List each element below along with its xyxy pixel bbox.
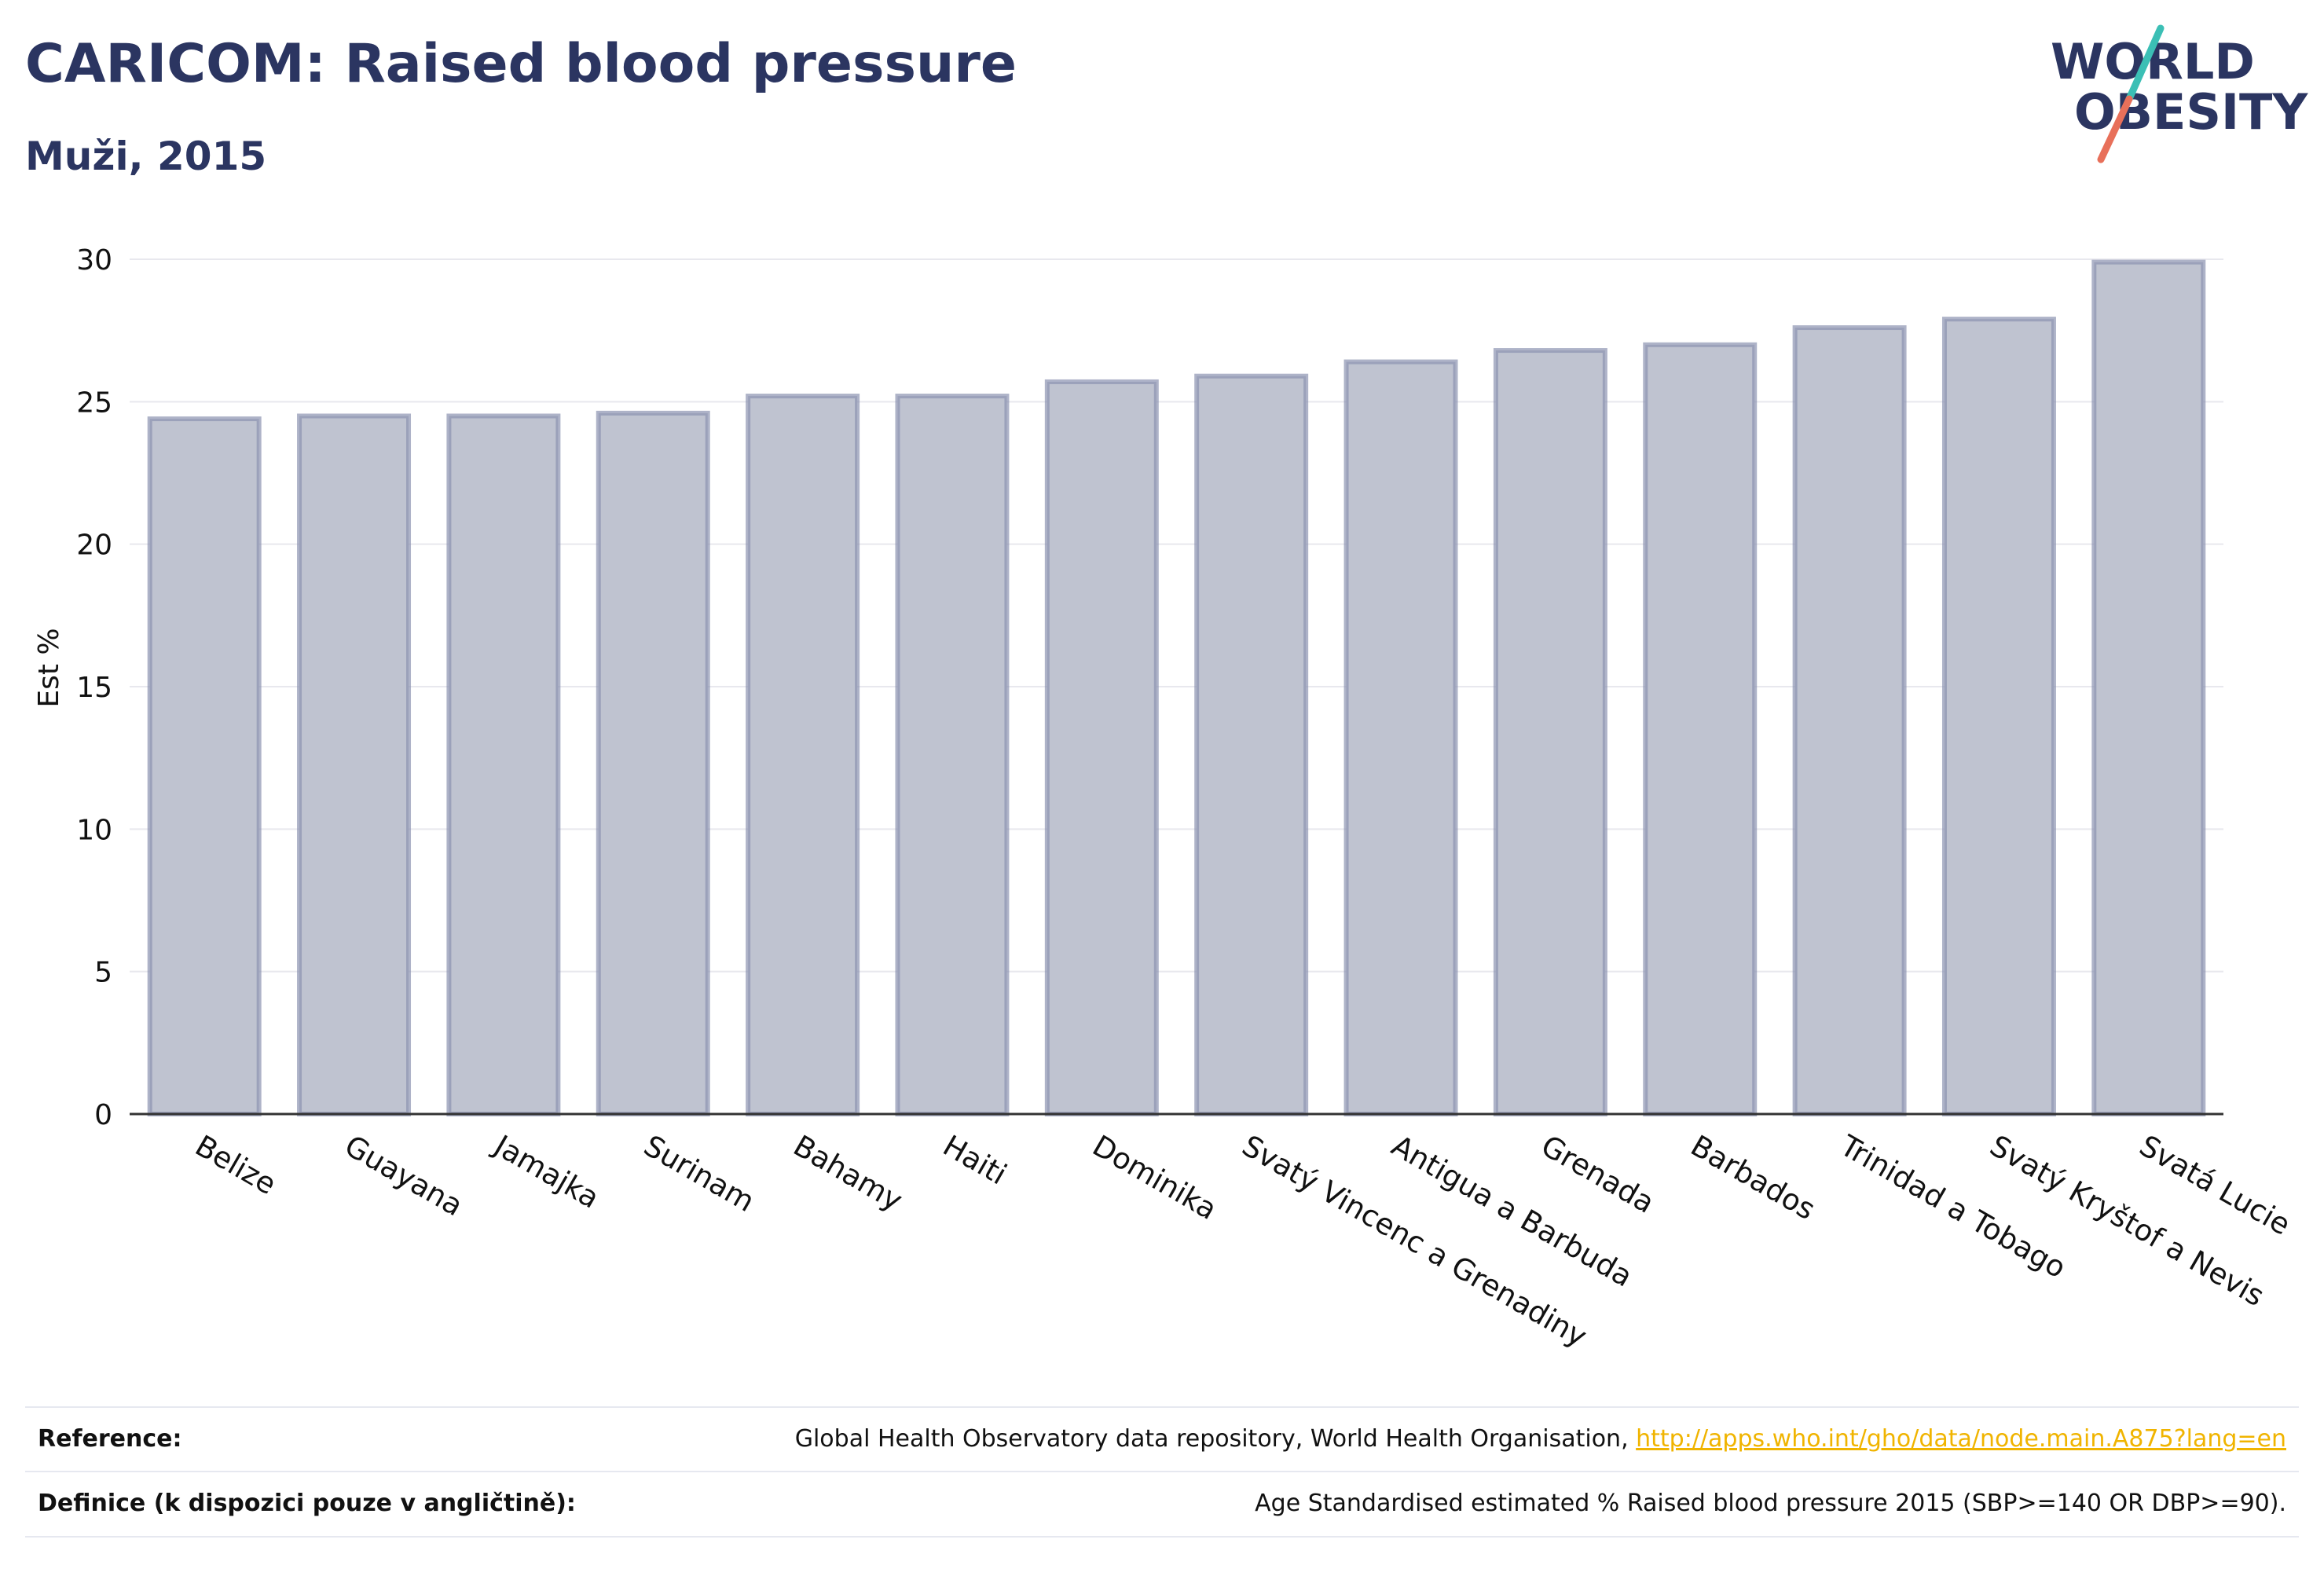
bar [1643, 342, 1758, 1116]
bar [1941, 317, 2056, 1117]
bar [1792, 325, 1907, 1117]
y-tick-label: 30 [76, 244, 112, 277]
bar [1343, 359, 1458, 1116]
x-tick-label: Belize [189, 1129, 282, 1202]
bar [1194, 373, 1309, 1116]
reference-row: Reference: Global Health Observatory dat… [25, 1408, 2299, 1471]
bar [895, 394, 1010, 1116]
x-tick-label: Dominika [1087, 1129, 1222, 1227]
y-tick-label: 0 [94, 1099, 112, 1131]
bar [2091, 259, 2206, 1116]
reference-value: Global Health Observatory data repositor… [795, 1425, 2286, 1453]
logo-slash-bottom [2097, 95, 2133, 163]
x-tick-label: Bahamy [788, 1129, 908, 1218]
footer: Reference: Global Health Observatory dat… [25, 1408, 2299, 1541]
y-tick-label: 15 [76, 672, 112, 704]
reference-label: Reference: [38, 1425, 182, 1453]
bar [446, 413, 561, 1116]
bar-layer [147, 259, 2206, 1117]
x-tick-label: Svatý Kryštof a Nevis [1984, 1129, 2270, 1314]
grid-layer [130, 258, 2223, 973]
bar [1493, 348, 1607, 1116]
bar [746, 394, 860, 1116]
x-tick-label: Antigua a Barbuda [1386, 1129, 1638, 1294]
reference-text: Global Health Observatory data repositor… [794, 1425, 1637, 1453]
logo-slash-top [2125, 24, 2165, 103]
x-tick-label: Barbados [1685, 1129, 1821, 1227]
reference-link[interactable]: http://apps.who.int/gho/data/node.main.A… [1636, 1425, 2286, 1453]
x-tick-label: Grenada [1535, 1129, 1659, 1220]
x-tick-label: Haiti [937, 1129, 1013, 1192]
chart-subtitle: Muži, 2015 [25, 134, 267, 179]
bar [297, 413, 412, 1116]
definition-label: Definice (k dispozici pouze v angličtině… [38, 1490, 576, 1517]
footer-divider-bottom [25, 1536, 2299, 1538]
bar [147, 416, 262, 1116]
definition-value: Age Standardised estimated % Raised bloo… [1255, 1490, 2286, 1517]
chart-title: CARICOM: Raised blood pressure [25, 33, 1017, 95]
bar [596, 410, 710, 1116]
footer-divider-middle [25, 1471, 2299, 1472]
world-obesity-logo: WORLD OBESITY [2051, 24, 2308, 163]
x-tick-label: Surinam [638, 1129, 760, 1219]
x-tick-label: Guayana [339, 1129, 469, 1223]
bar [1044, 379, 1159, 1116]
y-tick-label: 20 [76, 530, 112, 562]
x-tick-label: Jamajka [487, 1128, 605, 1215]
definition-row: Definice (k dispozici pouze v angličtině… [25, 1472, 2299, 1535]
y-tick-label: 5 [94, 957, 112, 989]
footer-divider-top [25, 1406, 2299, 1408]
y-tick-label: 25 [76, 387, 112, 419]
y-tick-label: 10 [76, 814, 112, 846]
y-axis-label: Est % [33, 628, 65, 707]
bar-chart: 0 5 10 15 20 25 30 Belize Guayana Jamajka Surinam B… [33, 244, 2297, 1354]
